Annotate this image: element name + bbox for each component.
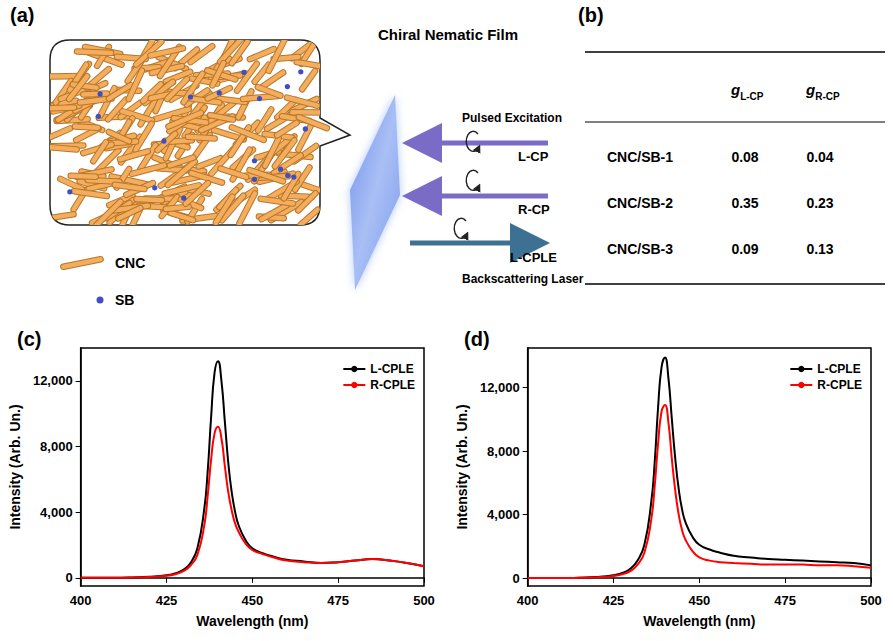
svg-text:SB: SB bbox=[115, 292, 134, 308]
svg-text:12,000: 12,000 bbox=[33, 373, 73, 388]
svg-text:(b): (b) bbox=[578, 4, 604, 26]
svg-text:0.13: 0.13 bbox=[806, 241, 833, 257]
svg-text:0.35: 0.35 bbox=[731, 195, 758, 211]
svg-text:CNC: CNC bbox=[115, 255, 145, 271]
svg-text:Chiral Nematic Film: Chiral Nematic Film bbox=[378, 26, 518, 43]
svg-text:475: 475 bbox=[774, 593, 796, 608]
svg-text:400: 400 bbox=[70, 593, 92, 608]
svg-text:Wavelength (nm): Wavelength (nm) bbox=[196, 613, 308, 629]
svg-text:CNC/SB-1: CNC/SB-1 bbox=[607, 149, 673, 165]
svg-text:CNC/SB-3: CNC/SB-3 bbox=[607, 241, 673, 257]
svg-text:gL-CP: gL-CP bbox=[730, 81, 764, 102]
svg-text:0.04: 0.04 bbox=[806, 149, 833, 165]
svg-text:400: 400 bbox=[517, 593, 539, 608]
svg-text:R-CP: R-CP bbox=[518, 202, 550, 217]
svg-text:4,000: 4,000 bbox=[40, 505, 73, 520]
svg-text:0: 0 bbox=[65, 570, 72, 585]
svg-text:425: 425 bbox=[156, 593, 178, 608]
svg-text:450: 450 bbox=[688, 593, 710, 608]
svg-text:R-CPLE: R-CPLE bbox=[817, 378, 862, 392]
svg-text:L-CPLE: L-CPLE bbox=[370, 362, 413, 376]
svg-text:8,000: 8,000 bbox=[487, 444, 520, 459]
svg-text:12,000: 12,000 bbox=[480, 380, 520, 395]
svg-text:Pulsed Excitation: Pulsed Excitation bbox=[462, 111, 562, 125]
svg-text:L-CPLE: L-CPLE bbox=[510, 250, 557, 265]
svg-text:gR-CP: gR-CP bbox=[805, 81, 840, 102]
svg-text:0: 0 bbox=[512, 571, 519, 586]
svg-text:L-CP: L-CP bbox=[518, 149, 549, 164]
svg-text:4,000: 4,000 bbox=[487, 507, 520, 522]
svg-text:R-CPLE: R-CPLE bbox=[370, 378, 415, 392]
svg-text:0.08: 0.08 bbox=[731, 149, 758, 165]
svg-text:(a): (a) bbox=[10, 4, 34, 26]
svg-text:500: 500 bbox=[860, 593, 882, 608]
svg-text:0.23: 0.23 bbox=[806, 195, 833, 211]
svg-text:425: 425 bbox=[603, 593, 625, 608]
svg-text:475: 475 bbox=[327, 593, 349, 608]
svg-text:8,000: 8,000 bbox=[40, 439, 73, 454]
svg-text:450: 450 bbox=[241, 593, 263, 608]
svg-text:(d): (d) bbox=[464, 328, 490, 350]
svg-text:Backscattering Laser: Backscattering Laser bbox=[462, 272, 584, 286]
svg-text:Wavelength (nm): Wavelength (nm) bbox=[643, 613, 755, 629]
svg-text:CNC/SB-2: CNC/SB-2 bbox=[607, 195, 673, 211]
svg-text:500: 500 bbox=[413, 593, 435, 608]
svg-text:0.09: 0.09 bbox=[731, 241, 758, 257]
svg-text:L-CPLE: L-CPLE bbox=[817, 362, 860, 376]
svg-text:Intensity (Arb. Un.): Intensity (Arb. Un.) bbox=[454, 404, 470, 529]
svg-text:Intensity (Arb. Un.): Intensity (Arb. Un.) bbox=[7, 404, 23, 529]
svg-text:(c): (c) bbox=[17, 328, 41, 350]
